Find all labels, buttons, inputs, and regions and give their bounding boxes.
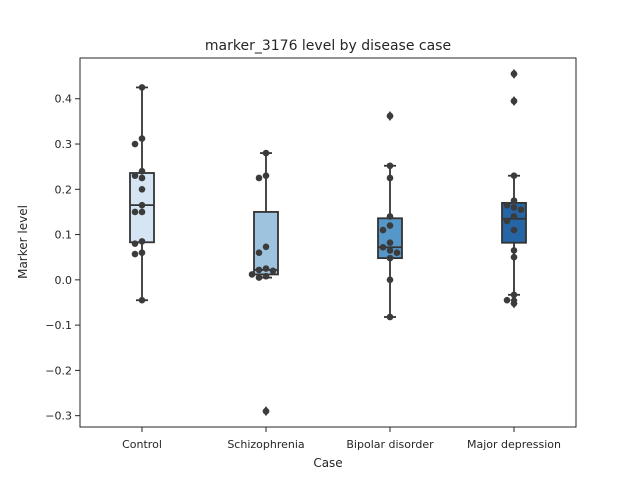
- data-point: [386, 239, 394, 247]
- data-point: [131, 172, 139, 180]
- data-point: [386, 213, 394, 220]
- y-tick-label: 0.2: [55, 183, 73, 196]
- box-iqr: [253, 211, 279, 276]
- data-point: [255, 249, 263, 256]
- y-tick-label: 0.3: [55, 138, 73, 151]
- y-axis: −0.3 −0.2 −0.1 0.0 0.1 0.2 0.3 0.4: [45, 93, 80, 423]
- data-point: [379, 243, 387, 251]
- data-point: [379, 226, 387, 234]
- data-point: [138, 201, 146, 209]
- data-point: [255, 266, 263, 274]
- data-point: [503, 201, 511, 209]
- data-point: [510, 291, 518, 299]
- data-point: [255, 174, 263, 182]
- data-point: [262, 265, 270, 272]
- x-axis-label: Case: [313, 456, 342, 470]
- data-point: [386, 174, 394, 182]
- data-point: [131, 208, 139, 216]
- y-tick-label: −0.2: [45, 364, 72, 377]
- data-point: [510, 253, 518, 261]
- data-point: [138, 167, 146, 175]
- x-tick-label: Control: [122, 438, 162, 451]
- data-point: [262, 243, 270, 251]
- data-point: [510, 70, 518, 78]
- data-point: [510, 172, 518, 180]
- data-point: [386, 254, 394, 262]
- data-point: [262, 149, 270, 157]
- plot-area: [129, 68, 527, 417]
- data-point: [138, 186, 146, 193]
- data-point: [262, 407, 270, 415]
- data-point: [131, 240, 139, 247]
- data-point: [269, 267, 277, 275]
- x-tick-label: Major depression: [467, 438, 561, 451]
- y-tick-label: −0.3: [45, 410, 72, 423]
- data-point: [393, 249, 401, 256]
- chart-title: marker_3176 level by disease case: [205, 38, 451, 54]
- data-point: [131, 250, 139, 258]
- data-point: [262, 172, 270, 180]
- y-tick-label: −0.1: [45, 319, 72, 332]
- data-point: [510, 213, 518, 220]
- box-group: [129, 86, 155, 302]
- plot-frame: [79, 57, 577, 428]
- data-point: [262, 272, 270, 280]
- x-tick-label: Schizophrenia: [227, 438, 304, 451]
- x-tick-label: Bipolar disorder: [346, 438, 434, 451]
- data-point: [138, 208, 146, 216]
- data-point: [503, 217, 511, 225]
- data-point: [510, 247, 518, 254]
- data-point: [138, 296, 146, 304]
- data-point: [510, 204, 518, 211]
- data-point: [138, 238, 146, 245]
- data-point: [386, 112, 394, 120]
- y-tick-label: 0.0: [55, 274, 73, 287]
- data-point: [138, 135, 146, 142]
- data-point: [138, 249, 146, 256]
- data-point: [510, 197, 518, 204]
- data-point: [510, 226, 518, 234]
- data-point: [248, 271, 256, 278]
- box-group: [501, 68, 527, 309]
- box-group: [253, 152, 279, 417]
- data-point: [503, 296, 511, 304]
- y-tick-label: 0.1: [55, 229, 73, 242]
- data-point: [386, 162, 394, 170]
- data-point: [138, 174, 146, 182]
- data-point: [255, 274, 263, 281]
- data-point: [386, 222, 394, 229]
- data-point: [510, 300, 518, 307]
- data-point: [386, 247, 394, 254]
- data-point: [517, 206, 525, 213]
- data-point: [386, 313, 394, 321]
- y-axis-label: Marker level: [16, 205, 30, 279]
- data-point: [131, 140, 139, 148]
- y-tick-label: 0.4: [55, 93, 73, 106]
- data-point: [510, 97, 518, 105]
- x-axis: Control Schizophrenia Bipolar disorder Majo…: [122, 427, 561, 451]
- data-point: [386, 276, 394, 284]
- data-point: [138, 84, 146, 91]
